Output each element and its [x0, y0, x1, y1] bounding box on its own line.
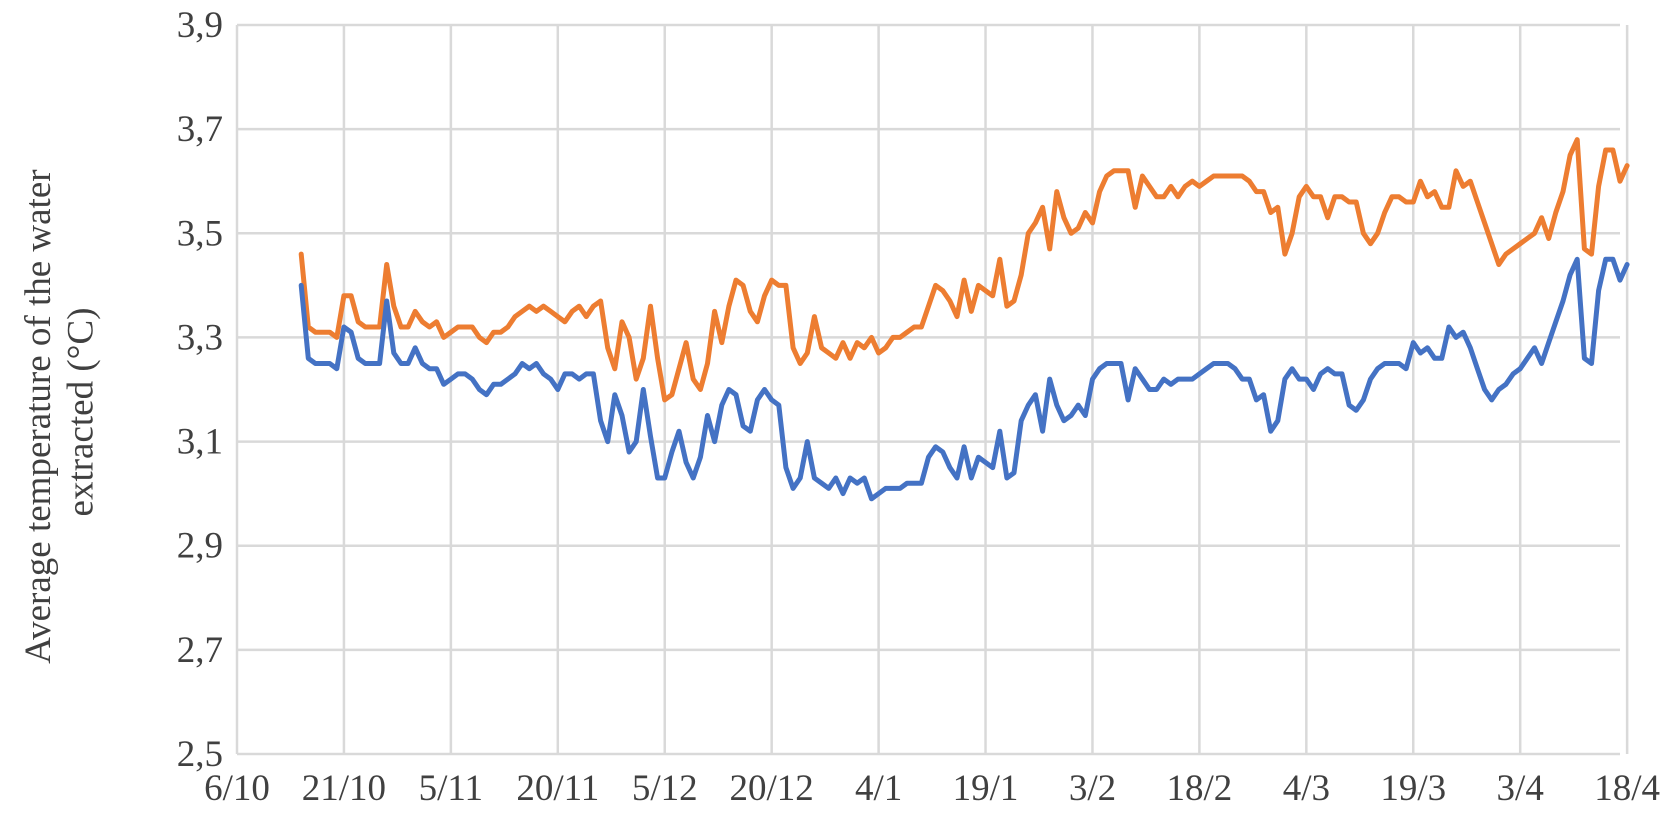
y-tick-label: 3,5 [177, 213, 223, 254]
x-tick-label: 5/12 [632, 768, 698, 809]
grid [235, 23, 1629, 756]
x-tick-label: 19/1 [953, 768, 1019, 809]
y-tick-label: 2,9 [177, 526, 223, 567]
y-tick-label: 3,7 [177, 109, 223, 150]
y-tick-label: 2,7 [177, 630, 223, 671]
series-line-2 [298, 256, 1630, 502]
x-tick-label: 18/4 [1594, 768, 1660, 809]
x-axis-tick-labels: 6/10 21/10 5/11 20/11 5/12 20/12 4/1 19/1 3/2 18/… [204, 768, 1660, 809]
y-axis-title-line-2: extracted (°C) [61, 308, 102, 517]
y-tick-label: 3,9 [177, 5, 223, 46]
x-tick-label: 3/2 [1069, 768, 1116, 809]
series-lines [298, 137, 1630, 502]
x-tick-label: 4/1 [855, 768, 902, 809]
series-line-1 [298, 137, 1630, 403]
y-axis-title-line-1: Average temperature of the water [18, 169, 59, 663]
y-tick-label: 3,1 [177, 422, 223, 463]
y-axis-tick-labels: 2,5 2,7 2,9 3,1 3,3 3,5 3,7 3,9 [177, 5, 223, 775]
x-tick-label: 4/3 [1283, 768, 1330, 809]
y-tick-label: 2,5 [177, 734, 223, 775]
x-tick-label: 5/11 [419, 768, 483, 809]
x-tick-label: 20/12 [730, 768, 814, 809]
y-tick-label: 3,3 [177, 317, 223, 358]
x-tick-label: 21/10 [302, 768, 386, 809]
y-axis-title: Average temperature of the water extract… [18, 160, 102, 664]
x-tick-label: 6/10 [204, 768, 270, 809]
x-tick-label: 20/11 [516, 768, 599, 809]
x-tick-label: 3/4 [1497, 768, 1544, 809]
x-tick-label: 19/3 [1380, 768, 1446, 809]
x-tick-label: 18/2 [1167, 768, 1233, 809]
